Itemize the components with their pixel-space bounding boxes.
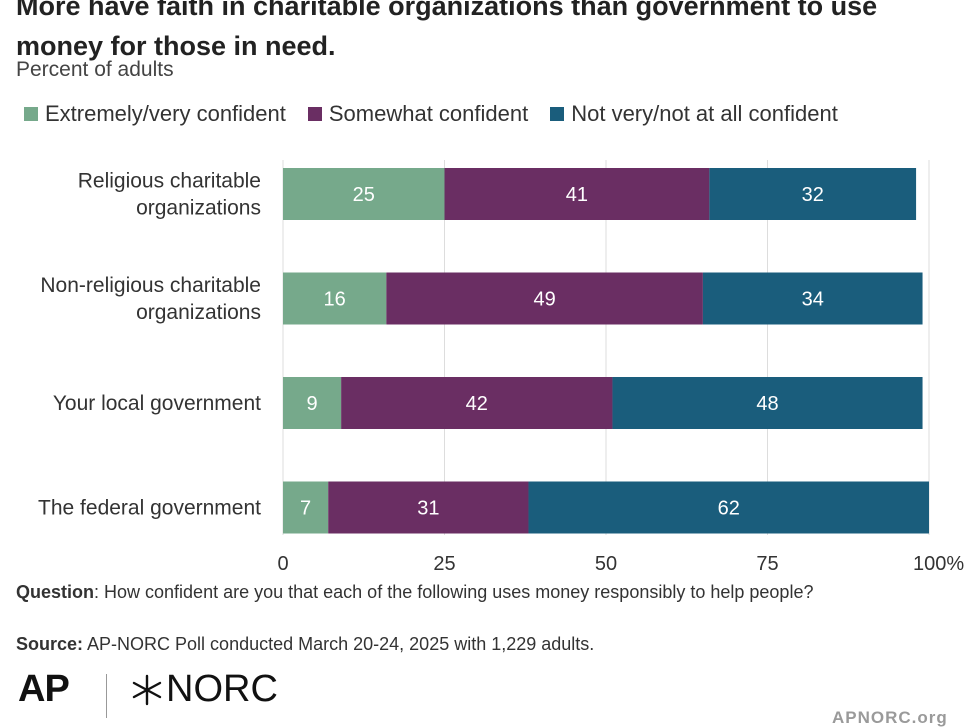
data-label: 49 [534,289,556,311]
data-label: 32 [802,184,824,206]
legend-item-not-very: Not very/not at all confident [550,101,838,127]
data-label: 7 [300,498,311,520]
data-label: 25 [353,184,375,206]
data-label: 62 [718,498,740,520]
data-label: 9 [307,393,318,415]
category-label: Your local government [53,392,261,415]
ap-logo: AP [18,668,70,710]
question-text: : How confident are you that each of the… [94,582,814,602]
legend-label: Somewhat confident [328,101,529,126]
bar-segment [709,168,917,220]
category-label: Religious charitable [78,170,261,193]
legend-label: Not very/not at all confident [571,101,838,126]
bar-segment [386,272,703,325]
category-label: organizations [136,197,261,220]
source-note: Source: AP-NORC Poll conducted March 20-… [16,634,594,655]
data-label: 34 [802,289,824,311]
chart-title: More have faith in charitable organizati… [16,0,878,61]
bar-segment [283,481,329,534]
bar-segment [702,272,923,325]
question-label: Question [16,582,95,602]
stacked-bar-chart: Religious charitable organizations 25 41 32 N… [38,160,964,575]
bar-segment [444,168,710,220]
logo-divider [106,674,107,718]
bar-segment [283,377,342,429]
bar-segment [283,168,445,220]
bar-segment [612,377,923,429]
data-label: 16 [324,289,346,311]
data-label: 31 [417,498,439,520]
x-tick-label: 100% [913,553,964,575]
legend-swatch [550,107,565,121]
norc-logo-text: NORC [166,668,278,710]
bar-segment [528,481,929,534]
norc-asterisk-icon [132,674,162,705]
category-label: The federal government [38,497,261,520]
bar-segment [328,481,529,534]
norc-logo: NORC [130,668,278,711]
site-url: APNORC.org [832,708,948,727]
source-label: Source: [16,634,84,654]
category-label: organizations [136,301,261,324]
legend-swatch [24,107,38,121]
legend-label: Extremely/very confident [45,101,286,126]
source-text: AP-NORC Poll conducted March 20-24, 2025… [83,634,595,654]
bar-segment [341,377,613,429]
category-label: Non-religious charitable [40,274,261,297]
bar-segment [283,272,387,325]
chart-subtitle: Percent of adults [16,58,174,81]
data-label: 48 [756,393,778,415]
chart-legend: Extremely/very confident Somewhat confid… [24,101,838,127]
x-tick-label: 25 [433,553,455,575]
legend-item-extremely-very: Extremely/very confident [24,101,286,127]
question-note: Question: How confident are you that eac… [16,580,946,605]
data-label: 42 [466,393,488,415]
x-tick-label: 50 [595,553,617,575]
x-tick-label: 75 [756,553,778,575]
legend-swatch [307,107,322,121]
data-label: 41 [566,184,588,206]
legend-item-somewhat: Somewhat confident [307,101,529,127]
x-tick-label: 0 [277,553,288,575]
